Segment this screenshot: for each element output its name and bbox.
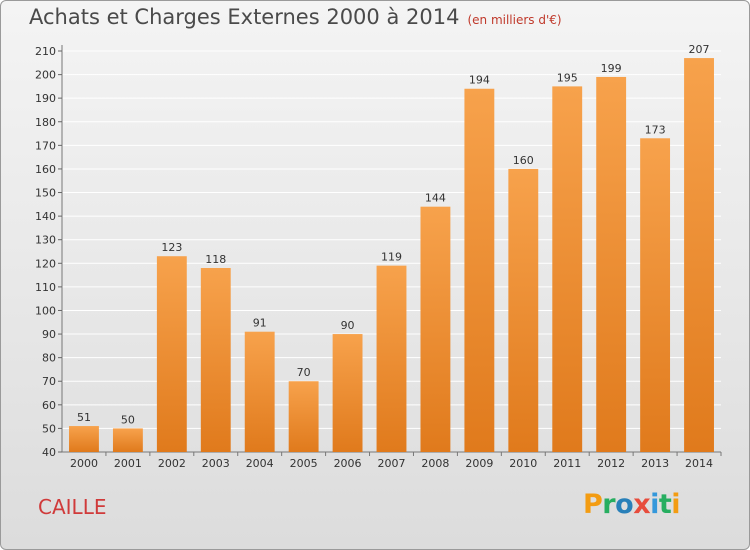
data-label-2009: 194: [469, 74, 490, 87]
proxiti-logo: Proxiti: [583, 489, 681, 520]
bar-2014: [684, 58, 714, 452]
data-label-2003: 118: [205, 253, 226, 266]
x-tick-label-2013: 2013: [641, 457, 669, 470]
bar-2005: [288, 381, 319, 452]
data-label-2002: 123: [161, 241, 182, 254]
y-tick-labels: 40 50 60 70 80 90 100 110 120 130 140 150 160 170 180 1…: [35, 45, 62, 459]
x-tick-label-2011: 2011: [553, 457, 581, 470]
x-tick-label-2004: 2004: [246, 457, 274, 470]
data-label-2006: 90: [341, 319, 355, 332]
x-tick-label-2001: 2001: [114, 457, 142, 470]
x-tick-label-2006: 2006: [334, 457, 362, 470]
chart-subtitle: (en milliers d'€): [467, 13, 562, 27]
y-tick-label: 150: [35, 187, 56, 200]
y-tick-label: 140: [35, 210, 56, 223]
bar-2000: [69, 426, 99, 452]
logo-letter: r: [602, 489, 616, 520]
bar-2002: [156, 256, 187, 452]
x-tick-label-2003: 2003: [202, 457, 230, 470]
logo-letter: o: [615, 489, 634, 520]
logo-letter: P: [583, 489, 603, 520]
x-tick-label-2014: 2014: [685, 457, 713, 470]
chart-title-text: Achats et Charges Externes 2000 à 2014: [29, 5, 460, 29]
data-label-2004: 91: [253, 317, 267, 330]
y-tick-label: 120: [35, 257, 56, 270]
y-tick-label: 180: [35, 116, 56, 129]
x-tick-label-2008: 2008: [421, 457, 449, 470]
x-tick-label-2005: 2005: [290, 457, 318, 470]
bar-2008: [420, 206, 451, 452]
data-label-2005: 70: [297, 366, 311, 379]
y-tick-label: 110: [35, 281, 56, 294]
y-tick-label: 100: [35, 304, 56, 317]
bar-2012: [596, 76, 627, 453]
bar-2003: [200, 268, 231, 452]
y-tick-label: 170: [35, 139, 56, 152]
logo-letter: i: [650, 489, 659, 520]
x-tick-labels: 2000 2001 2002 2003 2004 2005 2006 2007 2008 2009…: [70, 452, 722, 470]
data-label-2001: 50: [121, 413, 135, 426]
y-tick-label: 90: [42, 328, 56, 341]
chart-title: Achats et Charges Externes 2000 à 2014 (e…: [29, 5, 562, 29]
data-label-2012: 199: [601, 62, 622, 75]
bar-2004: [244, 331, 275, 452]
x-tick-label-2000: 2000: [70, 457, 98, 470]
logo-letter: t: [658, 489, 672, 520]
logo-letter: i: [671, 489, 681, 520]
y-tick-label: 40: [42, 446, 56, 459]
x-tick-label-2002: 2002: [158, 457, 186, 470]
x-tick-label-2010: 2010: [509, 457, 537, 470]
y-tick-label: 210: [35, 45, 56, 58]
data-label-2014: 207: [689, 43, 710, 56]
x-tick-label-2012: 2012: [597, 457, 625, 470]
bars: [69, 58, 714, 453]
data-label-2008: 144: [425, 192, 446, 205]
y-tick-label: 130: [35, 234, 56, 247]
bar-2009: [464, 88, 495, 452]
bar-2013: [640, 138, 671, 452]
bar-2011: [552, 86, 583, 452]
y-tick-label: 80: [42, 352, 56, 365]
bar-2001: [112, 428, 143, 452]
bar-2007: [376, 265, 407, 452]
x-tick-label-2007: 2007: [378, 457, 406, 470]
y-tick-label: 190: [35, 92, 56, 105]
data-label-2000: 51: [77, 411, 91, 424]
bar-2006: [332, 334, 363, 452]
data-label-2013: 173: [645, 123, 666, 136]
data-label-2007: 119: [381, 251, 402, 264]
x-tick-label-2009: 2009: [465, 457, 493, 470]
y-tick-label: 60: [42, 399, 56, 412]
logo-letter: x: [633, 489, 651, 520]
data-label-2011: 195: [557, 71, 578, 84]
data-label-2010: 160: [513, 154, 534, 167]
y-tick-label: 160: [35, 163, 56, 176]
y-tick-label: 50: [42, 422, 56, 435]
y-tick-label: 200: [35, 69, 56, 82]
y-tick-label: 70: [42, 375, 56, 388]
data-labels: 51 50 123 118 91 70 90 119 144 194 160 195 199 173 207: [77, 43, 710, 426]
bar-2010: [508, 168, 539, 453]
commune-name: CAILLE: [38, 495, 107, 519]
